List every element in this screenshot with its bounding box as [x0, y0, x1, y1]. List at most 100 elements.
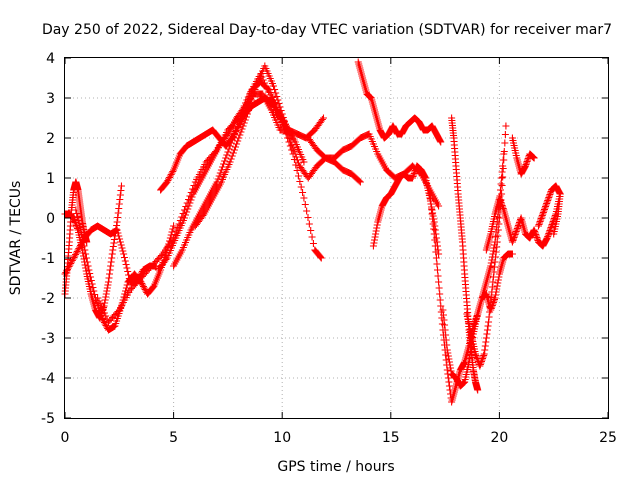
data-point	[99, 306, 107, 314]
data-point	[288, 141, 296, 149]
data-point	[498, 190, 506, 198]
data-point	[245, 107, 253, 114]
data-point	[70, 254, 78, 261]
data-point	[296, 178, 304, 185]
data-point	[234, 137, 242, 145]
data-point	[121, 257, 129, 265]
data-point	[497, 180, 505, 188]
data-point	[307, 227, 315, 234]
series-arc-7	[154, 90, 327, 274]
data-point	[184, 205, 192, 213]
data-point	[436, 296, 444, 304]
data-point	[76, 243, 84, 251]
y-tick-label: -5	[41, 411, 55, 427]
series-arc-9	[191, 62, 364, 230]
data-point	[75, 245, 83, 252]
data-point	[498, 182, 506, 189]
data-point	[435, 284, 443, 292]
data-point	[226, 158, 234, 166]
data-point	[140, 284, 148, 292]
data-point	[300, 158, 308, 166]
data-point	[149, 283, 157, 291]
data-point	[283, 124, 291, 132]
data-point	[499, 173, 507, 181]
data-point	[230, 146, 238, 154]
data-point	[113, 226, 121, 234]
data-point	[215, 172, 223, 180]
y-tick-label: 3	[46, 91, 55, 107]
data-point	[116, 238, 124, 246]
data-point	[66, 261, 74, 269]
data-point	[95, 297, 103, 305]
data-point	[123, 264, 131, 272]
data-point	[73, 248, 81, 255]
data-point	[94, 294, 102, 302]
data-point	[100, 309, 108, 317]
y-tick-label: 4	[46, 51, 55, 67]
series-arc-19	[534, 182, 564, 238]
y-tick-label: -1	[41, 251, 55, 267]
chart-title: Day 250 of 2022, Sidereal Day-to-day VTE…	[42, 22, 612, 38]
data-marks	[61, 58, 564, 406]
data-point	[270, 82, 278, 90]
data-point	[232, 143, 240, 151]
data-point	[498, 174, 506, 182]
data-point	[305, 220, 313, 228]
data-point	[165, 175, 173, 183]
data-point	[114, 229, 122, 237]
series-arc-11	[354, 58, 445, 146]
data-point	[100, 317, 108, 325]
data-point	[251, 86, 259, 93]
data-point	[74, 217, 82, 224]
data-point	[72, 249, 80, 257]
data-point	[430, 230, 438, 238]
data-point	[474, 386, 482, 394]
data-point	[85, 266, 93, 274]
data-point	[494, 226, 502, 234]
data-point	[122, 287, 130, 295]
x-tick-label: 15	[382, 430, 400, 446]
data-point	[98, 314, 106, 322]
data-point	[78, 231, 86, 238]
data-point	[278, 110, 286, 118]
data-point	[139, 281, 147, 289]
data-point	[167, 171, 175, 178]
data-point	[185, 202, 193, 210]
data-point	[433, 260, 441, 268]
data-point	[276, 103, 284, 111]
data-point	[304, 214, 312, 221]
data-point	[221, 157, 229, 165]
data-point	[227, 139, 235, 147]
data-point	[297, 183, 305, 191]
data-point	[308, 233, 316, 241]
data-point	[299, 189, 307, 196]
data-point	[294, 172, 302, 180]
data-point	[508, 250, 516, 258]
y-tick-label: 1	[46, 171, 55, 187]
data-point	[188, 193, 196, 201]
data-point	[279, 114, 287, 121]
data-point	[500, 156, 508, 164]
x-tick-label: 20	[490, 430, 508, 446]
data-point	[82, 254, 90, 262]
data-point	[303, 207, 311, 215]
data-point	[224, 148, 232, 156]
data-point	[170, 222, 178, 230]
data-point	[496, 186, 504, 194]
data-point	[301, 201, 309, 208]
data-point	[102, 312, 110, 320]
data-point	[293, 156, 301, 164]
data-point	[246, 103, 254, 111]
x-tick-label: 10	[273, 430, 291, 446]
data-point	[88, 280, 96, 288]
data-point	[286, 135, 294, 142]
series-arc-17	[482, 190, 564, 254]
data-point	[434, 272, 442, 280]
data-point	[117, 241, 125, 249]
axis-ticks: 0 5 10 15 20 25 -5 -4 -3 -2 -1 0 1 2 3 4	[41, 51, 617, 446]
data-point	[72, 251, 80, 258]
y-tick-label: -2	[41, 291, 55, 307]
data-point	[65, 263, 73, 270]
data-point	[124, 268, 132, 275]
data-point	[87, 277, 95, 284]
